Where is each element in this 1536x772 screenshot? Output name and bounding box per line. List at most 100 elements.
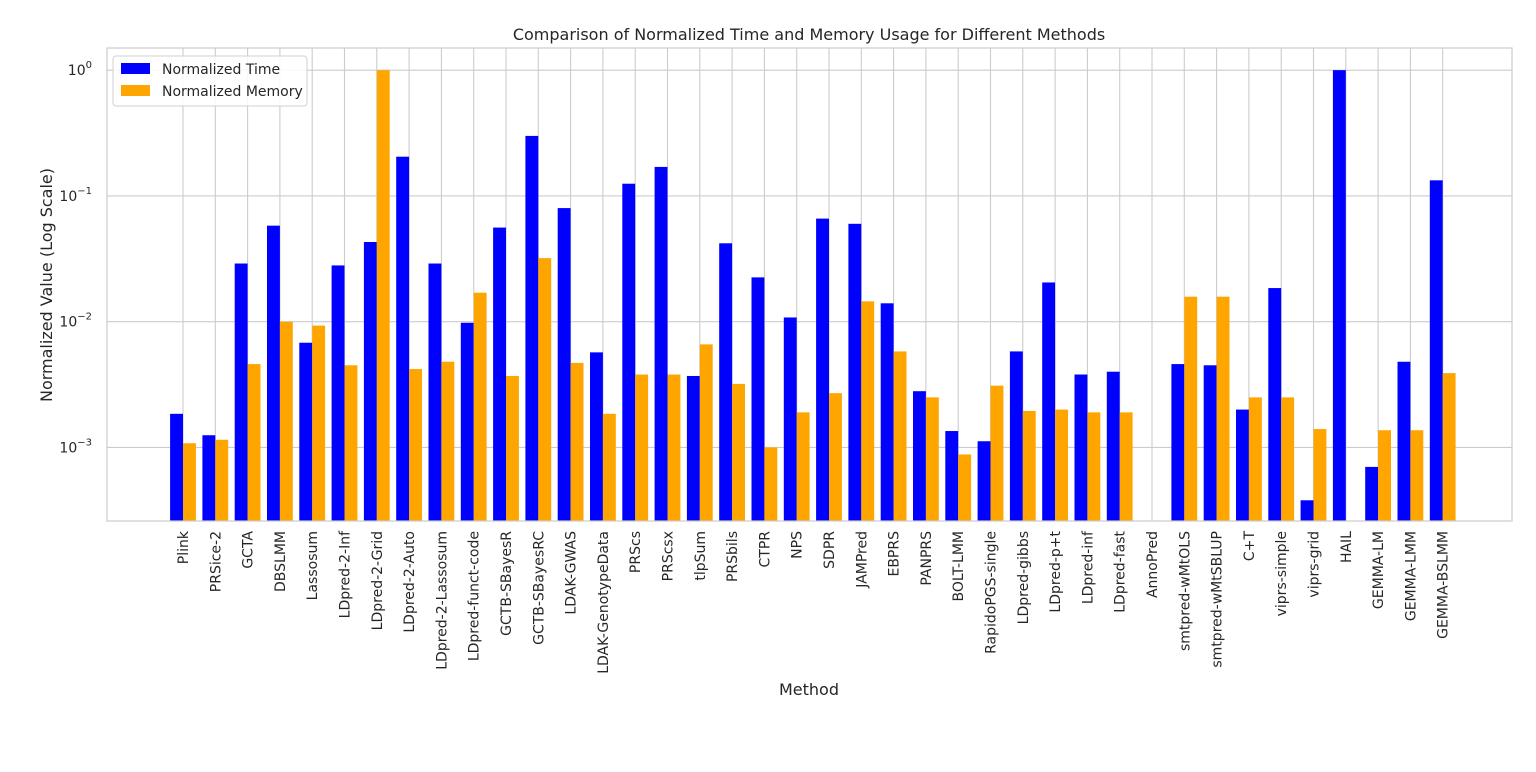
x-tick-label: GCTB-SBayesRC <box>531 531 547 645</box>
x-tick-label: viprs-simple <box>1274 531 1290 616</box>
bar-normalized-time <box>331 265 345 521</box>
x-tick-label: Lassosum <box>305 531 321 600</box>
bar-normalized-memory <box>1022 410 1036 521</box>
bar-normalized-time <box>590 352 603 521</box>
x-tick-label: PRSice-2 <box>208 531 224 592</box>
x-tick-label: GEMMA-LM <box>1371 531 1387 609</box>
bar-normalized-memory <box>958 454 972 521</box>
bar-normalized-time <box>493 227 506 521</box>
x-tick-label: GEMMA-LMM <box>1403 531 1419 621</box>
x-tick-label: HAIL <box>1339 531 1355 563</box>
bar-normalized-memory <box>570 362 584 521</box>
bar-normalized-time <box>1365 466 1379 521</box>
bar-normalized-memory <box>1055 409 1068 521</box>
bar-normalized-time <box>977 441 991 521</box>
bar-normalized-time <box>1042 282 1056 521</box>
bar-normalized-time <box>267 225 280 521</box>
x-tick-label: DBSLMM <box>273 531 289 592</box>
bar-normalized-time <box>1300 500 1314 521</box>
y-tick-label: 10−3 <box>59 437 92 456</box>
x-tick-labels: Plink PRSice-2 GCTA DBSLMM Lassosum LDpred-2-… <box>176 530 1452 674</box>
bar-normalized-memory <box>183 443 196 521</box>
bar-normalized-memory <box>538 258 552 521</box>
bar-normalized-time <box>880 303 894 521</box>
x-tick-label: RapidoPGS-single <box>984 531 1000 654</box>
x-tick-label: LDpred-gibbs <box>1016 531 1032 624</box>
x-tick-label: LDpred-funct-code <box>467 531 483 661</box>
y-tick-label: 10−2 <box>59 312 92 331</box>
y-axis-label: Normalized Value (Log Scale) <box>37 168 56 402</box>
bar-normalized-memory <box>376 70 390 521</box>
chart-title: Comparison of Normalized Time and Memory… <box>513 25 1105 44</box>
legend-label-time: Normalized Time <box>162 62 280 78</box>
bar-normalized-time <box>202 435 216 521</box>
bar-normalized-memory <box>1119 412 1133 521</box>
plot-frame <box>106 47 1513 522</box>
bar-normalized-time <box>654 166 668 521</box>
legend-swatch-time <box>121 63 150 74</box>
bar-normalized-memory <box>1087 412 1101 521</box>
bar-normalized-memory <box>893 351 907 521</box>
bar-normalized-time <box>234 263 248 521</box>
bar-normalized-memory <box>1248 397 1262 521</box>
x-tick-label: PRScsx <box>661 531 677 581</box>
x-tick-label: NPS <box>790 531 806 559</box>
bar-normalized-memory <box>1313 429 1327 521</box>
x-tick-label: JAMPred <box>854 531 870 589</box>
bar-normalized-time <box>1236 409 1249 521</box>
bar-normalized-time <box>557 208 571 521</box>
x-tick-label: PRSbils <box>725 531 741 582</box>
x-tick-label: LDAK-GenotypeData <box>596 531 612 674</box>
bar-normalized-time <box>363 242 377 522</box>
x-tick-label: Plink <box>176 530 192 564</box>
bar-normalized-memory <box>699 344 713 521</box>
x-tick-label: smtpred-wMtSBLUP <box>1210 531 1226 668</box>
bar-normalized-memory <box>506 375 519 521</box>
bar-normalized-time <box>945 431 959 521</box>
x-tick-label: C+T <box>1242 531 1258 562</box>
bar-normalized-time <box>1397 361 1411 521</box>
x-tick-label: tlpSum <box>693 531 709 581</box>
x-tick-label: LDAK-GWAS <box>564 531 580 615</box>
bar-normalized-memory <box>215 439 229 521</box>
bar-normalized-memory <box>344 365 358 521</box>
bar-layer <box>170 70 1456 522</box>
bar-normalized-memory <box>764 447 778 521</box>
bar-normalized-memory <box>925 397 939 521</box>
legend-swatch-memory <box>121 85 150 96</box>
y-tick-label: 100 <box>68 60 92 79</box>
bar-normalized-time <box>913 391 926 521</box>
x-tick-label: LDpred-2-Auto <box>402 531 418 633</box>
bar-normalized-memory <box>1442 373 1456 521</box>
x-tick-label: CTPR <box>757 531 773 568</box>
bar-normalized-time <box>1429 180 1443 522</box>
bar-normalized-memory <box>473 292 487 521</box>
x-tick-label: EBPRS <box>887 531 903 577</box>
plot-area <box>106 47 1513 522</box>
bar-normalized-memory <box>829 393 842 521</box>
x-tick-label: SDPR <box>822 531 838 569</box>
bar-normalized-time <box>1332 70 1346 521</box>
bar-normalized-memory <box>1281 397 1295 521</box>
bar-normalized-memory <box>247 364 261 521</box>
bar-normalized-memory <box>1184 296 1198 521</box>
x-tick-label: GCTB-SBayesR <box>499 531 515 636</box>
bar-normalized-time <box>783 317 797 521</box>
bar-normalized-time <box>1203 365 1217 521</box>
bar-normalized-memory <box>796 412 810 521</box>
bar-normalized-memory <box>441 361 455 521</box>
bar-normalized-time <box>848 223 862 521</box>
x-tick-label: viprs-grid <box>1307 531 1323 598</box>
bar-normalized-time <box>686 375 700 521</box>
x-tick-label: GCTA <box>241 531 257 569</box>
bar-normalized-time <box>428 263 442 521</box>
x-tick-label: BOLT-LMM <box>951 531 967 602</box>
bar-normalized-time <box>1268 288 1282 521</box>
bar-normalized-memory <box>279 321 293 521</box>
x-tick-label: LDpred-inf <box>1080 530 1096 604</box>
bar-normalized-time <box>396 156 410 521</box>
bar-normalized-memory <box>602 413 616 521</box>
x-tick-label: LDpred-2-Grid <box>370 531 386 630</box>
bar-normalized-time <box>1009 351 1023 521</box>
